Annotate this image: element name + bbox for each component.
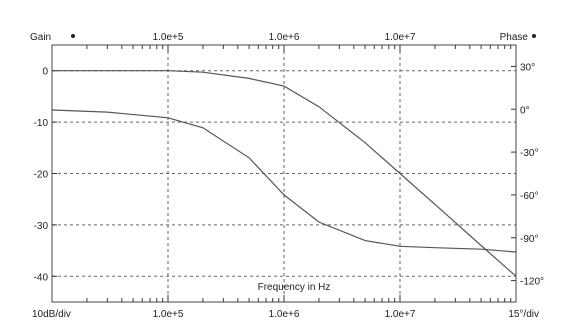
x-tick-label-top-1: 1.0e+6 — [269, 32, 300, 43]
y-left-tick-label-4: -40 — [34, 272, 49, 283]
grid-layer — [52, 45, 516, 302]
x-tick-label-bottom-1: 1.0e+6 — [269, 309, 300, 320]
x-tick-label-bottom-2: 1.0e+7 — [385, 309, 416, 320]
plot-frame — [51, 44, 517, 303]
gain-marker-icon — [71, 34, 75, 38]
y-right-tick-label-5: -120° — [520, 277, 544, 288]
gain-scale-label: 10dB/div — [32, 309, 71, 320]
y-left-tick-label-2: -20 — [34, 170, 49, 181]
series-layer — [51, 70, 517, 277]
y-right-tick-label-3: -60° — [520, 191, 538, 202]
labels-layer: 0 -10 -20 -30 -40 30° 0° -30° -60° -90° -120° 1.0e+… — [30, 32, 544, 320]
phase-axis-title: Phase — [500, 32, 529, 43]
y-right-tick-label-2: -30° — [520, 148, 538, 159]
y-right-tick-label-4: -90° — [520, 234, 538, 245]
x-tick-label-bottom-0: 1.0e+5 — [153, 309, 184, 320]
phase-marker-icon — [532, 34, 536, 38]
x-tick-label-top-0: 1.0e+5 — [153, 32, 184, 43]
gain-axis-title: Gain — [30, 32, 51, 43]
y-left-tick-label-1: -10 — [34, 118, 49, 129]
y-right-tick-label-1: 0° — [520, 105, 530, 116]
x-tick-label-top-2: 1.0e+7 — [385, 32, 416, 43]
phase-scale-label: 15°/div — [508, 309, 539, 320]
y-left-tick-label-0: 0 — [42, 67, 48, 78]
y-left-tick-label-3: -30 — [34, 221, 49, 232]
y-right-tick-label-0: 30° — [520, 62, 535, 73]
series-line-1 — [51, 109, 517, 253]
series-line-0 — [52, 70, 517, 277]
x-axis-label: Frequency in Hz — [258, 282, 331, 293]
